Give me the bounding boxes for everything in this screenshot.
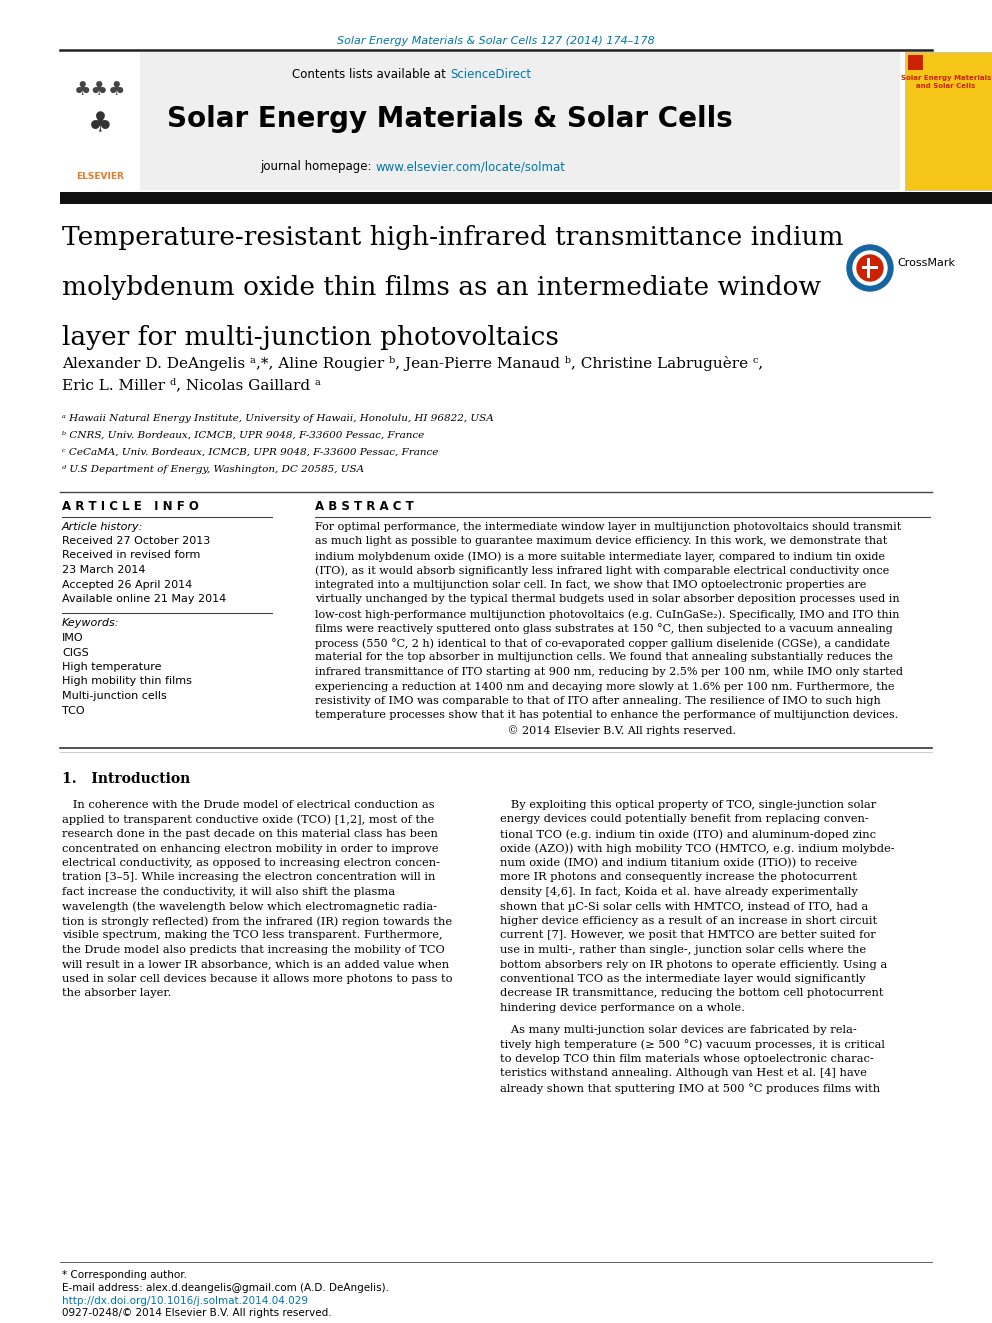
Text: conventional TCO as the intermediate layer would significantly: conventional TCO as the intermediate lay… bbox=[500, 974, 865, 984]
Text: decrease IR transmittance, reducing the bottom cell photocurrent: decrease IR transmittance, reducing the … bbox=[500, 988, 884, 999]
Text: higher device efficiency as a result of an increase in short circuit: higher device efficiency as a result of … bbox=[500, 916, 877, 926]
Text: tion is strongly reflected) from the infrared (IR) region towards the: tion is strongly reflected) from the inf… bbox=[62, 916, 452, 926]
Bar bbox=[867, 258, 870, 278]
Text: TCO: TCO bbox=[62, 705, 84, 716]
Text: * Corresponding author.: * Corresponding author. bbox=[62, 1270, 187, 1279]
Text: Solar Energy Materials
and Solar Cells: Solar Energy Materials and Solar Cells bbox=[901, 75, 991, 89]
Text: tively high temperature (≥ 500 °C) vacuum processes, it is critical: tively high temperature (≥ 500 °C) vacuu… bbox=[500, 1040, 885, 1050]
Circle shape bbox=[853, 251, 887, 284]
Text: E-mail address: alex.d.deangelis@gmail.com (A.D. DeAngelis).: E-mail address: alex.d.deangelis@gmail.c… bbox=[62, 1283, 389, 1293]
Text: A B S T R A C T: A B S T R A C T bbox=[315, 500, 414, 513]
Text: use in multi-, rather than single-, junction solar cells where the: use in multi-, rather than single-, junc… bbox=[500, 945, 866, 955]
Text: tration [3–5]. While increasing the electron concentration will in: tration [3–5]. While increasing the elec… bbox=[62, 872, 435, 882]
Text: © 2014 Elsevier B.V. All rights reserved.: © 2014 Elsevier B.V. All rights reserved… bbox=[315, 725, 736, 736]
Text: CrossMark: CrossMark bbox=[897, 258, 955, 269]
Bar bbox=[862, 266, 878, 269]
Text: shown that µC-Si solar cells with HMTCO, instead of ITO, had a: shown that µC-Si solar cells with HMTCO,… bbox=[500, 901, 868, 912]
Text: current [7]. However, we posit that HMTCO are better suited for: current [7]. However, we posit that HMTC… bbox=[500, 930, 876, 941]
Text: IMO: IMO bbox=[62, 632, 83, 643]
Text: concentrated on enhancing electron mobility in order to improve: concentrated on enhancing electron mobil… bbox=[62, 844, 438, 853]
Text: By exploiting this optical property of TCO, single-junction solar: By exploiting this optical property of T… bbox=[500, 800, 876, 810]
Text: Multi-junction cells: Multi-junction cells bbox=[62, 691, 167, 701]
Text: In coherence with the Drude model of electrical conduction as: In coherence with the Drude model of ele… bbox=[62, 800, 434, 810]
Text: Article history:: Article history: bbox=[62, 523, 144, 532]
Text: fact increase the conductivity, it will also shift the plasma: fact increase the conductivity, it will … bbox=[62, 886, 395, 897]
Text: www.elsevier.com/locate/solmat: www.elsevier.com/locate/solmat bbox=[375, 160, 565, 173]
Text: low-cost high-performance multijunction photovoltaics (e.g. CuInGaSe₂). Specific: low-cost high-performance multijunction … bbox=[315, 609, 900, 619]
Text: Available online 21 May 2014: Available online 21 May 2014 bbox=[62, 594, 226, 605]
Text: http://dx.doi.org/10.1016/j.solmat.2014.04.029: http://dx.doi.org/10.1016/j.solmat.2014.… bbox=[62, 1297, 308, 1306]
Text: Received 27 October 2013: Received 27 October 2013 bbox=[62, 536, 210, 546]
Bar bbox=[908, 56, 923, 70]
Text: density [4,6]. In fact, Koida et al. have already experimentally: density [4,6]. In fact, Koida et al. hav… bbox=[500, 886, 858, 897]
Text: ᵇ CNRS, Univ. Bordeaux, ICMCB, UPR 9048, F-33600 Pessac, France: ᵇ CNRS, Univ. Bordeaux, ICMCB, UPR 9048,… bbox=[62, 431, 425, 441]
Text: Received in revised form: Received in revised form bbox=[62, 550, 200, 561]
Text: infrared transmittance of ITO starting at 900 nm, reducing by 2.5% per 100 nm, w: infrared transmittance of ITO starting a… bbox=[315, 667, 903, 677]
Text: A R T I C L E   I N F O: A R T I C L E I N F O bbox=[62, 500, 198, 513]
Text: ᵈ U.S Department of Energy, Washington, DC 20585, USA: ᵈ U.S Department of Energy, Washington, … bbox=[62, 464, 364, 474]
Text: layer for multi-junction photovoltaics: layer for multi-junction photovoltaics bbox=[62, 325, 558, 351]
Text: ᶜ CeCaMA, Univ. Bordeaux, ICMCB, UPR 9048, F-33600 Pessac, France: ᶜ CeCaMA, Univ. Bordeaux, ICMCB, UPR 904… bbox=[62, 448, 438, 456]
Text: material for the top absorber in multijunction cells. We found that annealing su: material for the top absorber in multiju… bbox=[315, 652, 893, 663]
Text: CIGS: CIGS bbox=[62, 647, 88, 658]
Text: ScienceDirect: ScienceDirect bbox=[450, 67, 531, 81]
Text: For optimal performance, the intermediate window layer in multijunction photovol: For optimal performance, the intermediat… bbox=[315, 523, 902, 532]
Text: energy devices could potentially benefit from replacing conven-: energy devices could potentially benefit… bbox=[500, 815, 869, 824]
Text: temperature processes show that it has potential to enhance the performance of m: temperature processes show that it has p… bbox=[315, 710, 898, 721]
Text: As many multi-junction solar devices are fabricated by rela-: As many multi-junction solar devices are… bbox=[500, 1025, 857, 1035]
Circle shape bbox=[847, 245, 893, 291]
Text: hindering device performance on a whole.: hindering device performance on a whole. bbox=[500, 1003, 745, 1013]
Text: the Drude model also predicts that increasing the mobility of TCO: the Drude model also predicts that incre… bbox=[62, 945, 444, 955]
Text: virtually unchanged by the typical thermal budgets used in solar absorber deposi: virtually unchanged by the typical therm… bbox=[315, 594, 900, 605]
Text: Alexander D. DeAngelis ᵃ,*, Aline Rougier ᵇ, Jean-Pierre Manaud ᵇ, Christine Lab: Alexander D. DeAngelis ᵃ,*, Aline Rougie… bbox=[62, 356, 763, 370]
Bar bbox=[905, 52, 992, 191]
Text: films were reactively sputtered onto glass substrates at 150 °C, then subjected : films were reactively sputtered onto gla… bbox=[315, 623, 893, 634]
Text: more IR photons and consequently increase the photocurrent: more IR photons and consequently increas… bbox=[500, 872, 857, 882]
Text: tional TCO (e.g. indium tin oxide (ITO) and aluminum-doped zinc: tional TCO (e.g. indium tin oxide (ITO) … bbox=[500, 830, 876, 840]
Text: High mobility thin films: High mobility thin films bbox=[62, 676, 191, 687]
Text: Solar Energy Materials & Solar Cells 127 (2014) 174–178: Solar Energy Materials & Solar Cells 127… bbox=[337, 36, 655, 46]
Text: to develop TCO thin film materials whose optoelectronic charac-: to develop TCO thin film materials whose… bbox=[500, 1054, 874, 1064]
Text: 23 March 2014: 23 March 2014 bbox=[62, 565, 146, 576]
Text: 1.   Introduction: 1. Introduction bbox=[62, 773, 190, 786]
Text: integrated into a multijunction solar cell. In fact, we show that IMO optoelectr: integrated into a multijunction solar ce… bbox=[315, 579, 866, 590]
Text: ᵃ Hawaii Natural Energy Institute, University of Hawaii, Honolulu, HI 96822, USA: ᵃ Hawaii Natural Energy Institute, Unive… bbox=[62, 414, 494, 423]
Text: Accepted 26 April 2014: Accepted 26 April 2014 bbox=[62, 579, 192, 590]
Text: wavelength (the wavelength below which electromagnetic radia-: wavelength (the wavelength below which e… bbox=[62, 901, 437, 912]
Text: already shown that sputtering IMO at 500 °C produces films with: already shown that sputtering IMO at 500… bbox=[500, 1084, 880, 1094]
Text: visible spectrum, making the TCO less transparent. Furthermore,: visible spectrum, making the TCO less tr… bbox=[62, 930, 442, 941]
Text: Contents lists available at: Contents lists available at bbox=[293, 67, 450, 81]
Text: Temperature-resistant high-infrared transmittance indium: Temperature-resistant high-infrared tran… bbox=[62, 225, 843, 250]
Text: Eric L. Miller ᵈ, Nicolas Gaillard ᵃ: Eric L. Miller ᵈ, Nicolas Gaillard ᵃ bbox=[62, 378, 321, 392]
Text: the absorber layer.: the absorber layer. bbox=[62, 988, 172, 999]
Text: applied to transparent conductive oxide (TCO) [1,2], most of the: applied to transparent conductive oxide … bbox=[62, 815, 434, 826]
Text: resistivity of IMO was comparable to that of ITO after annealing. The resilience: resistivity of IMO was comparable to tha… bbox=[315, 696, 881, 706]
Circle shape bbox=[857, 255, 883, 280]
Text: research done in the past decade on this material class has been: research done in the past decade on this… bbox=[62, 830, 437, 839]
Text: High temperature: High temperature bbox=[62, 662, 162, 672]
Text: molybdenum oxide thin films as an intermediate window: molybdenum oxide thin films as an interm… bbox=[62, 275, 821, 300]
Bar bbox=[60, 192, 992, 204]
Text: ELSEVIER: ELSEVIER bbox=[76, 172, 124, 181]
Text: will result in a lower IR absorbance, which is an added value when: will result in a lower IR absorbance, wh… bbox=[62, 959, 449, 970]
Text: Keywords:: Keywords: bbox=[62, 618, 119, 628]
Text: bottom absorbers rely on IR photons to operate efficiently. Using a: bottom absorbers rely on IR photons to o… bbox=[500, 959, 887, 970]
Text: as much light as possible to guarantee maximum device efficiency. In this work, : as much light as possible to guarantee m… bbox=[315, 537, 887, 546]
Text: electrical conductivity, as opposed to increasing electron concen-: electrical conductivity, as opposed to i… bbox=[62, 859, 440, 868]
Text: oxide (AZO)) with high mobility TCO (HMTCO, e.g. indium molybde-: oxide (AZO)) with high mobility TCO (HMT… bbox=[500, 844, 895, 855]
Text: ♣: ♣ bbox=[87, 110, 112, 138]
Bar bbox=[60, 52, 900, 191]
Text: (ITO), as it would absorb significantly less infrared light with comparable elec: (ITO), as it would absorb significantly … bbox=[315, 565, 889, 576]
Text: journal homepage:: journal homepage: bbox=[260, 160, 375, 173]
Bar bbox=[60, 52, 140, 191]
Text: experiencing a reduction at 1400 nm and decaying more slowly at 1.6% per 100 nm.: experiencing a reduction at 1400 nm and … bbox=[315, 681, 895, 692]
Text: process (550 °C, 2 h) identical to that of co-evaporated copper gallium diseleni: process (550 °C, 2 h) identical to that … bbox=[315, 638, 890, 648]
Text: num oxide (IMO) and indium titanium oxide (ITiO)) to receive: num oxide (IMO) and indium titanium oxid… bbox=[500, 859, 857, 868]
Text: used in solar cell devices because it allows more photons to pass to: used in solar cell devices because it al… bbox=[62, 974, 452, 984]
Text: ♣♣♣: ♣♣♣ bbox=[73, 79, 126, 99]
Text: indium molybdenum oxide (IMO) is a more suitable intermediate layer, compared to: indium molybdenum oxide (IMO) is a more … bbox=[315, 550, 885, 561]
Text: teristics withstand annealing. Although van Hest et al. [4] have: teristics withstand annealing. Although … bbox=[500, 1069, 867, 1078]
Text: Solar Energy Materials & Solar Cells: Solar Energy Materials & Solar Cells bbox=[167, 105, 733, 134]
Text: 0927-0248/© 2014 Elsevier B.V. All rights reserved.: 0927-0248/© 2014 Elsevier B.V. All right… bbox=[62, 1308, 331, 1318]
